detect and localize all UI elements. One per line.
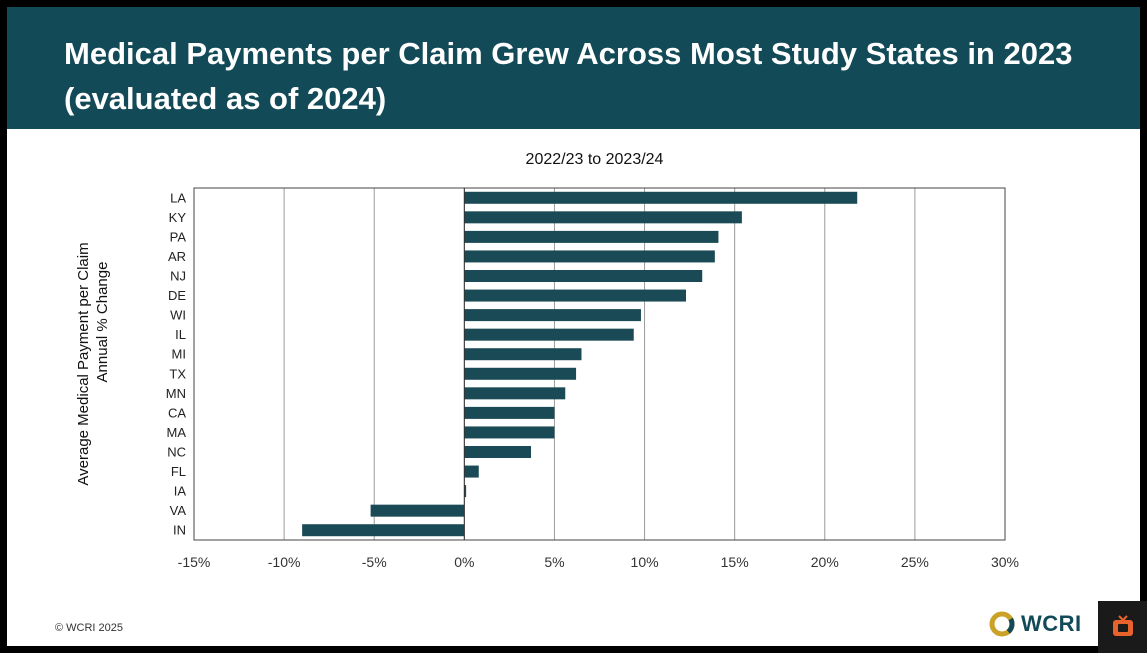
x-tick-label: 20%	[811, 554, 839, 570]
bar-chart: LA KY PA AR NJ DE WI IL MI TX MN CA MA NC FL IA VA IN -15…	[75, 151, 1019, 570]
category-label: NC	[167, 445, 186, 460]
bar	[464, 465, 479, 478]
category-label: AR	[168, 249, 186, 264]
category-label: VA	[170, 503, 187, 518]
bar	[464, 270, 703, 282]
bar	[464, 485, 467, 498]
category-label: FL	[171, 464, 186, 479]
y-axis-title-line-1: Average Medical Payment per Claim	[75, 242, 92, 485]
bar	[464, 230, 719, 243]
slide-title: Medical Payments per Claim Grew Across M…	[64, 36, 1073, 116]
bars	[302, 191, 858, 537]
slide: Medical Payments per Claim Grew Across M…	[7, 7, 1140, 646]
bar	[464, 328, 634, 341]
x-tick-label: 30%	[991, 554, 1019, 570]
category-label: MI	[172, 347, 186, 362]
bar	[302, 524, 465, 537]
category-label: MN	[166, 386, 186, 401]
plot-frame	[193, 187, 1006, 541]
live-tv-button[interactable]	[1098, 601, 1147, 653]
category-label: WI	[170, 308, 186, 323]
bar	[464, 191, 858, 204]
category-label: TX	[169, 366, 186, 381]
category-label: IA	[174, 484, 187, 499]
category-label: DE	[168, 288, 186, 303]
x-tick-label: -10%	[268, 554, 301, 570]
category-label: IN	[173, 523, 186, 538]
category-label: PA	[170, 229, 187, 244]
y-axis-title-line-2: Annual % Change	[94, 262, 111, 383]
x-tick-label: -5%	[362, 554, 387, 570]
title-banner: Medical Payments per Claim Grew Across M…	[7, 7, 1140, 129]
bar	[464, 367, 577, 380]
x-tick-label: 0%	[454, 554, 474, 570]
chart-title: 2022/23 to 2023/24	[526, 151, 664, 168]
logo-text: WCRI	[1021, 611, 1082, 636]
bar	[464, 211, 742, 224]
bar	[464, 309, 641, 322]
y-axis-title: Average Medical Payment per Claim Annual…	[75, 242, 111, 485]
x-tick-labels: -15% -10% -5% 0% 5% 10% 15% 20% 25% 30%	[178, 554, 1019, 570]
category-label: IL	[175, 327, 186, 342]
x-tick-label: 10%	[631, 554, 659, 570]
bar	[370, 504, 465, 517]
copyright-text: © WCRI 2025	[55, 622, 124, 634]
bar	[464, 426, 555, 439]
bar	[464, 348, 582, 361]
x-tick-label: -15%	[178, 554, 211, 570]
category-label: MA	[167, 425, 187, 440]
category-label: CA	[168, 405, 186, 420]
category-label: KY	[169, 210, 187, 225]
bar	[464, 250, 715, 263]
wcri-logo: WCRI	[987, 609, 1082, 639]
x-tick-label: 5%	[544, 554, 564, 570]
bar	[464, 446, 532, 458]
category-labels: LA KY PA AR NJ DE WI IL MI TX MN CA MA NC FL IA VA IN	[166, 190, 187, 537]
bar	[464, 387, 566, 400]
bar	[464, 406, 555, 419]
category-label: LA	[170, 190, 186, 205]
x-tick-label: 15%	[721, 554, 749, 570]
x-tick-label: 25%	[901, 554, 929, 570]
bar	[464, 289, 687, 302]
category-label: NJ	[170, 269, 186, 284]
live-tv-icon	[1112, 615, 1133, 636]
wcri-ring-icon	[989, 611, 1015, 637]
